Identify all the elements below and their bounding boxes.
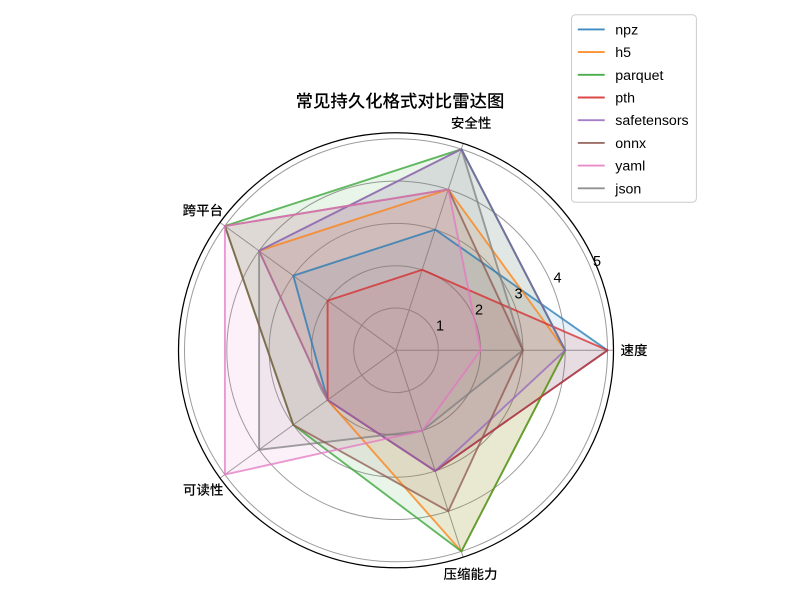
svg-text:3: 3 — [514, 287, 522, 303]
svg-text:h5: h5 — [615, 45, 631, 61]
svg-text:pth: pth — [615, 91, 635, 107]
svg-text:yaml: yaml — [615, 159, 645, 175]
svg-text:5: 5 — [593, 254, 601, 270]
svg-text:4: 4 — [553, 271, 561, 287]
svg-text:safetensors: safetensors — [615, 113, 688, 129]
svg-text:parquet: parquet — [615, 68, 663, 84]
svg-text:2: 2 — [475, 303, 483, 319]
svg-text:json: json — [614, 181, 641, 197]
svg-text:onnx: onnx — [615, 136, 646, 152]
svg-text:npz: npz — [615, 22, 638, 38]
svg-text:1: 1 — [436, 319, 444, 335]
